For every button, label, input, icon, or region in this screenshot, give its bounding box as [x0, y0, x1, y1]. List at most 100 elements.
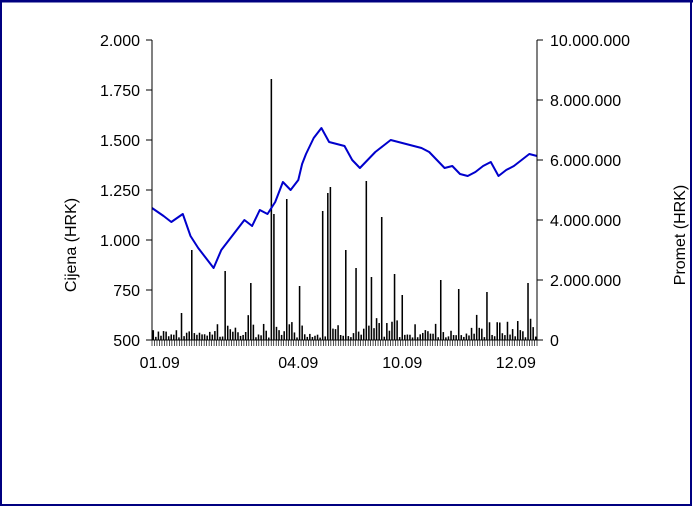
volume-bar — [404, 334, 406, 340]
volume-bar — [296, 337, 298, 340]
volume-bar — [278, 330, 280, 340]
left-tick-label: 1.000 — [100, 233, 140, 250]
volume-bar — [465, 333, 468, 340]
volume-bar — [447, 336, 450, 340]
volume-bar — [288, 324, 291, 340]
volume-bar — [424, 330, 427, 340]
volume-bar — [167, 336, 170, 340]
volume-bar — [450, 330, 452, 340]
volume-bar — [283, 331, 285, 340]
price-line — [151, 127, 538, 269]
volume-bars — [152, 79, 537, 340]
volume-bar — [311, 336, 314, 340]
volume-bar — [155, 336, 157, 340]
left-tick-label: 750 — [113, 283, 140, 300]
volume-bar — [265, 330, 267, 340]
volume-bar — [373, 328, 375, 340]
volume-bar — [522, 331, 524, 340]
volume-bar — [455, 335, 457, 340]
right-tick-label: 0 — [550, 333, 559, 350]
volume-bar — [291, 322, 293, 340]
volume-bar — [198, 332, 201, 340]
volume-bar — [188, 331, 190, 340]
volume-bar — [409, 334, 411, 340]
volume-bar — [345, 250, 347, 340]
volume-bar — [196, 334, 198, 340]
volume-bar — [473, 333, 475, 340]
volume-bar — [247, 315, 250, 340]
volume-bar — [337, 325, 339, 340]
volume-bar — [178, 337, 180, 340]
x-tick-label: 10.09 — [382, 355, 422, 372]
volume-bar — [416, 337, 419, 340]
volume-bar — [280, 334, 283, 340]
volume-bar — [203, 334, 206, 340]
volume-bar — [460, 335, 463, 340]
volume-bar — [429, 333, 432, 340]
volume-bar — [422, 332, 424, 340]
left-tick-label: 2.000 — [100, 33, 140, 50]
volume-bar — [504, 335, 506, 340]
volume-bar — [388, 330, 391, 340]
volume-bar — [268, 337, 270, 340]
volume-bar — [301, 325, 303, 340]
volume-bar — [391, 321, 393, 340]
volume-bar — [342, 335, 344, 340]
volume-bar — [191, 250, 193, 340]
volume-bar — [514, 336, 516, 340]
volume-bar — [357, 331, 360, 340]
volume-bar — [488, 322, 491, 340]
volume-bar — [380, 217, 383, 340]
volume-bar — [437, 337, 439, 340]
volume-bar — [362, 328, 365, 340]
volume-bar — [221, 336, 224, 340]
volume-bar — [527, 283, 529, 340]
volume-bar — [173, 334, 175, 340]
volume-bar — [237, 332, 239, 340]
volume-bar — [524, 337, 527, 340]
volume-bar — [273, 214, 275, 340]
volume-bar — [499, 322, 501, 340]
volume-bar — [180, 313, 183, 340]
left-tick-label: 1.250 — [100, 183, 140, 200]
volume-bar — [365, 181, 368, 340]
volume-bar — [232, 331, 234, 340]
volume-bar — [493, 336, 496, 340]
volume-bar — [481, 328, 483, 340]
volume-bar — [411, 337, 414, 340]
volume-bar — [370, 277, 373, 340]
volume-bar — [427, 331, 429, 340]
volume-bar — [534, 336, 537, 340]
volume-bar — [321, 211, 324, 340]
volume-bar — [339, 334, 342, 340]
volume-bar — [378, 323, 380, 340]
volume-bar — [483, 337, 486, 340]
volume-bar — [316, 334, 319, 340]
volume-bar — [509, 334, 511, 340]
volume-bar — [501, 333, 504, 340]
volume-bar — [475, 314, 478, 340]
x-tick-label: 12.09 — [496, 355, 536, 372]
volume-bar — [214, 331, 216, 340]
volume-bar — [327, 193, 329, 340]
volume-bar — [386, 323, 388, 340]
volume-bar — [298, 286, 301, 340]
volume-bar — [162, 331, 165, 340]
volume-bar — [257, 334, 260, 340]
price-line-group — [151, 127, 538, 269]
volume-bar — [439, 280, 442, 340]
left-tick-label: 500 — [113, 333, 140, 350]
volume-bar — [434, 323, 437, 340]
volume-bar — [226, 325, 229, 340]
left-tick-label: 1.750 — [100, 83, 140, 100]
left-axis-label: Cijena (HRK) — [63, 198, 80, 292]
volume-bar — [255, 337, 257, 340]
x-tick-label: 01.09 — [140, 355, 180, 372]
volume-bar — [529, 318, 532, 340]
volume-bar — [242, 334, 244, 340]
volume-bar — [506, 321, 509, 340]
volume-bar — [463, 336, 465, 340]
volume-bar — [486, 292, 488, 340]
left-tick-label: 1.500 — [100, 133, 140, 150]
